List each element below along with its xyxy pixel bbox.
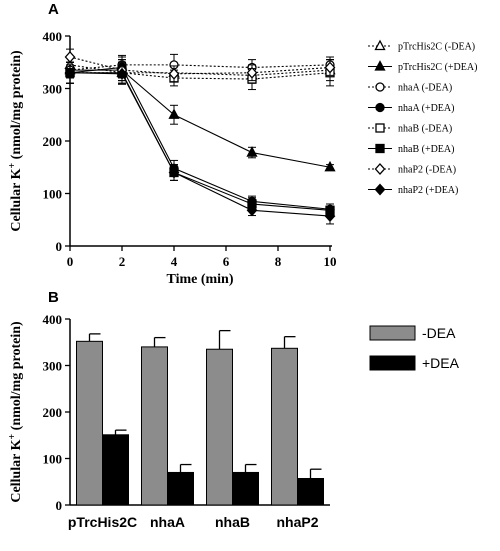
- legend-marker: [374, 60, 386, 71]
- y-tick-label: 100: [43, 187, 63, 202]
- series-circle-filled: [65, 56, 335, 215]
- x-tick-label: 6: [223, 254, 230, 269]
- series-line: [70, 72, 331, 211]
- category-label: pTrcHis2C: [68, 514, 137, 530]
- panel-a-legend: pTrcHis2C (-DEA) pTrcHis2C (+DEA) nhaA (-D…: [368, 39, 477, 196]
- series-line: [69, 66, 331, 210]
- data-point: [246, 146, 258, 157]
- bar: [206, 348, 233, 506]
- legend-marker: [374, 183, 386, 196]
- legend-entry: nhaA (-DEA): [368, 82, 452, 94]
- series-square-filled: [65, 61, 335, 215]
- panel-a-x-label: Time (min): [166, 272, 233, 287]
- legend-label: pTrcHis2C (-DEA): [398, 42, 475, 53]
- y-tick-label: 200: [43, 405, 63, 420]
- panel-b: B Cellular K+ (nmol/mg protein) 0 100 200 3…: [7, 289, 460, 530]
- legend-marker: [375, 82, 385, 92]
- bar: [271, 347, 298, 506]
- category-label: nhaB: [215, 514, 250, 530]
- series-square-open: [65, 59, 335, 91]
- panel-b-bars: pTrcHis2C nhaA nhaB nhaP2: [68, 329, 324, 530]
- panel-b-ticks: 0 100 200 300 400: [43, 312, 70, 513]
- y-tick-label: 400: [43, 312, 63, 327]
- legend-label: nhaP2 (-DEA): [398, 165, 456, 176]
- legend-entry: nhaP2 (-DEA): [368, 163, 456, 176]
- legend-entry: nhaB (-DEA): [368, 123, 452, 135]
- y-tick-label: 100: [43, 452, 63, 467]
- x-tick-label: 10: [324, 254, 337, 269]
- legend-marker: [375, 143, 385, 154]
- legend-entry: pTrcHis2C (-DEA): [368, 39, 475, 53]
- legend-label: nhaB (-DEA): [398, 124, 452, 135]
- y-tick-label: 400: [43, 29, 63, 44]
- data-point: [246, 66, 258, 79]
- legend-label: nhaP2 (+DEA): [398, 185, 458, 196]
- panel-b-legend: -DEA +DEA: [369, 325, 460, 371]
- panel-a-series: [64, 48, 336, 225]
- category-label: nhaA: [150, 514, 185, 530]
- legend-entry: pTrcHis2C (+DEA): [368, 60, 477, 73]
- legend-entry: nhaB (+DEA): [368, 143, 454, 155]
- bar: [297, 477, 324, 506]
- y-tick-label: 0: [56, 239, 63, 254]
- panel-b-letter: B: [48, 289, 59, 306]
- category-label: nhaP2: [276, 514, 318, 530]
- legend-label: pTrcHis2C (+DEA): [398, 62, 477, 73]
- data-point: [168, 166, 180, 179]
- legend-label: +DEA: [422, 355, 460, 371]
- x-tick-label: 0: [67, 254, 74, 269]
- bar: [167, 471, 194, 506]
- series-diamond-open: [64, 48, 336, 83]
- panel-b-y-label: Cellular K+ (nmol/mg protein): [7, 321, 25, 503]
- series-line: [69, 72, 331, 217]
- legend-marker: [374, 39, 386, 51]
- series-triangle-filled: [64, 59, 336, 172]
- legend-label: nhaA (+DEA): [398, 103, 454, 114]
- legend-entry: nhaP2 (+DEA): [368, 183, 458, 196]
- legend-label: nhaA (-DEA): [398, 83, 452, 94]
- series-diamond-filled: [64, 61, 336, 225]
- data-point: [324, 210, 336, 223]
- legend-marker: [374, 163, 386, 175]
- legend-entry: nhaA (+DEA): [368, 102, 454, 114]
- data-point: [64, 51, 76, 63]
- y-tick-label: 0: [56, 498, 63, 513]
- bar: [232, 471, 259, 506]
- legend-label: nhaB (+DEA): [398, 144, 454, 155]
- y-tick-label: 300: [43, 359, 63, 374]
- legend-label: -DEA: [422, 325, 456, 341]
- data-point: [324, 61, 336, 74]
- x-tick-label: 8: [275, 254, 282, 269]
- data-point: [116, 67, 128, 80]
- data-point: [168, 67, 180, 80]
- series-line: [70, 69, 331, 168]
- bar: [141, 346, 168, 506]
- y-tick-label: 200: [43, 134, 63, 149]
- x-tick-label: 2: [119, 254, 126, 269]
- bar: [76, 340, 103, 506]
- panel-a-letter: A: [48, 1, 59, 18]
- data-point: [324, 160, 336, 172]
- series-line: [69, 56, 331, 75]
- legend-entry: +DEA: [369, 355, 460, 371]
- bar: [102, 434, 129, 506]
- legend-marker: [375, 123, 385, 133]
- panel-a: A Time (min) Cellular K+ (nmol/mg protei…: [7, 1, 478, 287]
- data-point: [246, 204, 258, 217]
- legend-swatch: [369, 325, 416, 341]
- x-tick-label: 4: [171, 254, 178, 269]
- legend-swatch: [369, 355, 416, 371]
- data-point: [64, 66, 76, 79]
- legend-entry: -DEA: [369, 325, 456, 341]
- y-tick-label: 300: [43, 82, 63, 97]
- data-point: [168, 108, 180, 119]
- panel-a-y-label: Cellular K+ (nmol/mg protein): [7, 50, 25, 232]
- legend-marker: [375, 102, 385, 113]
